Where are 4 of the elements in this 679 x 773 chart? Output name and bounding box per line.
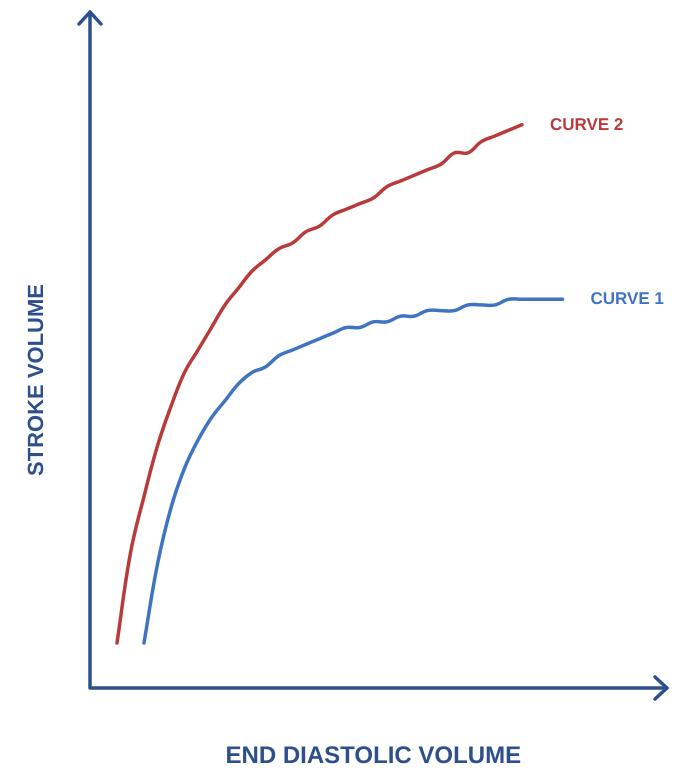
y-axis-title: STROKE VOLUME (22, 284, 49, 476)
x-axis-title: END DIASTOLIC VOLUME (226, 742, 522, 770)
series-label: CURVE 2 (550, 114, 624, 135)
series-label: CURVE 1 (590, 289, 664, 310)
